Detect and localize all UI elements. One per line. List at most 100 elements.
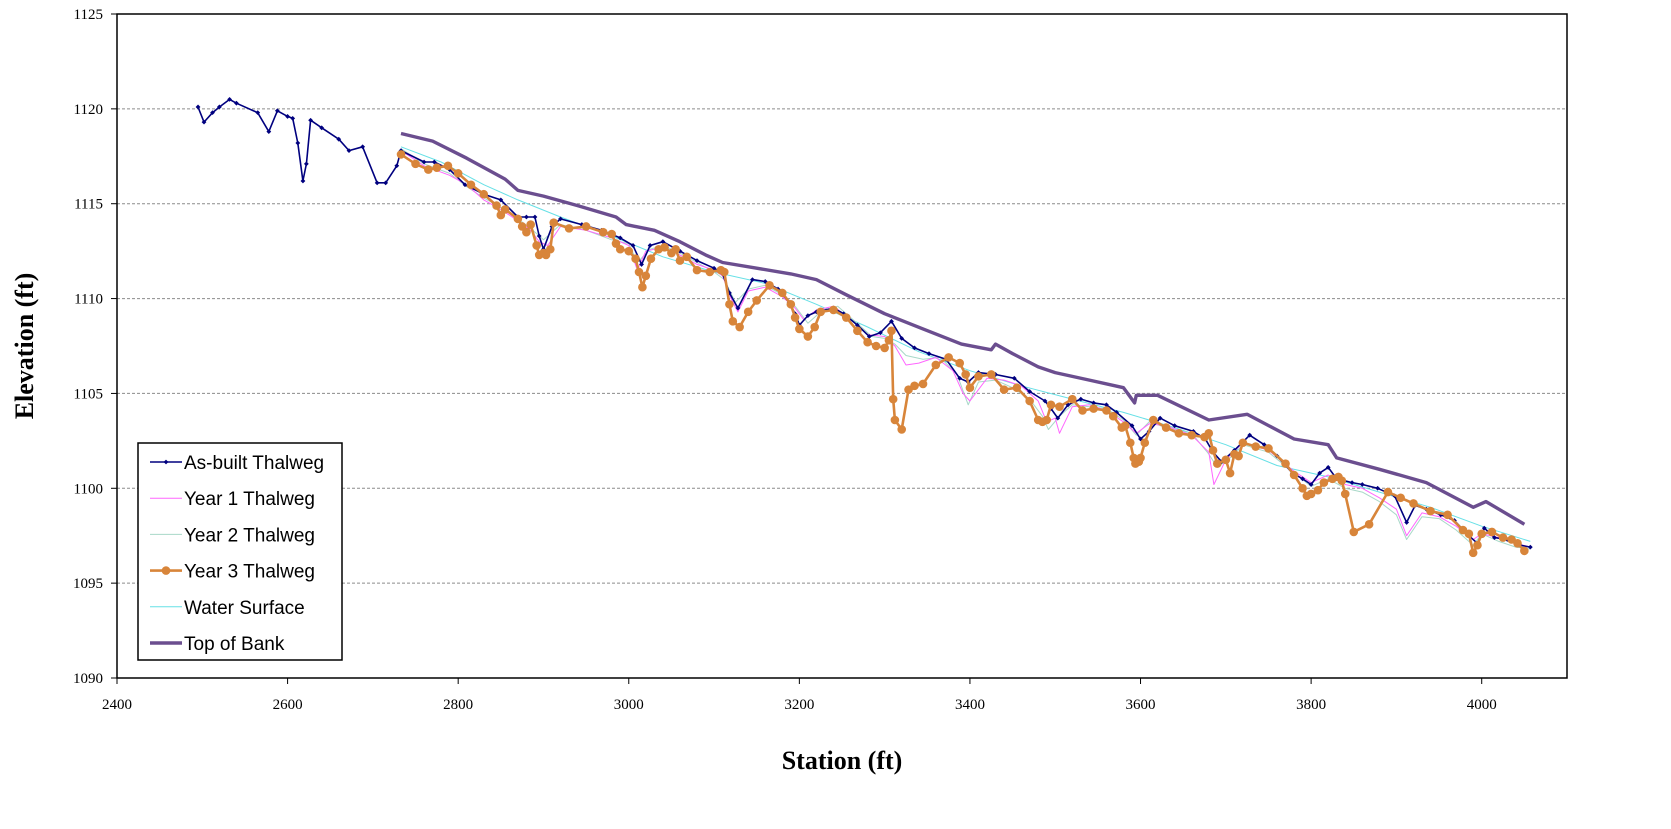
year-3-thalweg-point	[443, 161, 453, 171]
year-3-thalweg-point	[646, 254, 656, 264]
x-tick-label: 3200	[784, 697, 814, 713]
year-1-thalweg-series	[400, 150, 1531, 548]
year-3-thalweg-point	[1313, 485, 1323, 495]
as-built-thalweg-point	[201, 119, 207, 125]
year-3-thalweg-point	[1120, 421, 1130, 430]
as-built-thalweg-point	[210, 110, 215, 116]
as-built-thalweg-point	[319, 125, 325, 131]
as-built-thalweg-point	[899, 336, 905, 341]
y-tick-label: 1090	[73, 671, 103, 687]
as-built-thalweg-point	[805, 313, 811, 319]
as-built-thalweg-point	[255, 110, 261, 116]
x-axis-title: Station (ft)	[782, 746, 903, 775]
x-tick-label: 2800	[443, 697, 473, 713]
year-3-thalweg-point	[735, 322, 744, 332]
legend-item-year-3-thalweg: Year 3 Thalweg	[150, 562, 315, 583]
year-3-thalweg-point	[1520, 546, 1529, 556]
as-built-thalweg-point	[308, 117, 314, 123]
year-3-thalweg-point	[1477, 529, 1487, 539]
year-3-thalweg-point	[500, 205, 510, 214]
year-3-thalweg-point	[725, 299, 734, 309]
as-built-thalweg-point	[295, 140, 301, 146]
as-built-thalweg-point	[617, 235, 623, 241]
year-3-thalweg-point	[1383, 487, 1393, 497]
year-3-thalweg-point	[1025, 396, 1034, 406]
year-3-thalweg-point	[660, 243, 669, 252]
year-3-thalweg-point	[1102, 406, 1111, 415]
year-3-thalweg-point	[816, 307, 825, 317]
as-built-thalweg-point	[290, 115, 296, 121]
as-built-thalweg-point	[1078, 396, 1084, 402]
year-3-thalweg-point	[396, 150, 406, 159]
year-3-thalweg-point	[1204, 428, 1214, 438]
year-3-thalweg-point	[692, 265, 702, 275]
y-tick-label: 1110	[74, 292, 103, 308]
year-3-thalweg-point	[615, 244, 625, 254]
legend-item-top-of-bank: Top of Bank	[150, 634, 285, 655]
year-3-thalweg-point	[719, 267, 729, 277]
year-2-thalweg-line	[400, 148, 1531, 550]
top-of-bank-line	[400, 131, 1526, 526]
year-3-thalweg-point	[631, 254, 640, 264]
year-3-thalweg-point	[453, 169, 463, 178]
year-3-thalweg-point	[532, 241, 541, 250]
year-3-thalweg-point	[1468, 548, 1478, 558]
as-built-thalweg-point	[1359, 482, 1365, 487]
year-3-thalweg-point	[1136, 453, 1145, 463]
year-3-thalweg-point	[682, 252, 692, 262]
year-3-thalweg-point	[897, 425, 907, 434]
year-3-thalweg-point	[1012, 383, 1022, 393]
year-3-thalweg-point	[752, 296, 762, 305]
as-built-thalweg-point	[346, 148, 352, 153]
year-3-thalweg-point	[974, 372, 983, 381]
x-tick-label: 3600	[1126, 697, 1156, 713]
year-3-thalweg-point	[564, 224, 574, 233]
year-3-thalweg-point	[1212, 459, 1222, 468]
as-built-thalweg-point	[957, 375, 963, 381]
year-3-thalweg-point	[1042, 415, 1052, 425]
year-3-thalweg-point	[1161, 423, 1171, 432]
as-built-thalweg-point	[1129, 423, 1135, 429]
year-3-thalweg-point	[1089, 404, 1098, 413]
as-built-thalweg-point	[524, 214, 529, 220]
as-built-thalweg-point	[462, 182, 468, 188]
year-3-thalweg-point	[887, 326, 896, 336]
year-3-thalweg-point	[1513, 539, 1522, 548]
year-3-thalweg-point	[1487, 527, 1497, 537]
as-built-thalweg-point	[1042, 398, 1048, 404]
year-3-thalweg-point	[549, 218, 559, 227]
year-3-thalweg-point	[765, 280, 774, 290]
as-built-thalweg-point	[1114, 410, 1120, 415]
year-3-thalweg-point	[790, 313, 800, 322]
year-3-thalweg-point	[492, 201, 501, 210]
gridlines	[117, 108, 1567, 584]
as-built-thalweg-point	[300, 178, 306, 184]
year-3-thalweg-point	[1364, 520, 1374, 529]
y-tick-label: 1095	[73, 576, 103, 592]
year-3-thalweg-series	[396, 150, 1529, 558]
as-built-thalweg-point	[374, 180, 380, 186]
as-built-thalweg-point	[1261, 442, 1267, 448]
as-built-thalweg-point	[854, 322, 860, 328]
as-built-thalweg-point	[694, 258, 700, 264]
year-3-thalweg-point	[1251, 442, 1260, 451]
as-built-thalweg-point	[195, 104, 201, 110]
year-3-thalweg-point	[1396, 493, 1405, 503]
year-3-thalweg-point	[638, 282, 647, 292]
x-tick-label: 3000	[614, 697, 644, 713]
year-3-thalweg-point	[1067, 394, 1077, 404]
legend: As-built Thalweg Year 1 Thalweg Year 2 Tha…	[137, 442, 343, 661]
as-built-thalweg-point	[630, 243, 636, 248]
y-tick-label: 1115	[74, 197, 103, 213]
year-3-thalweg-point	[1078, 406, 1087, 415]
year-3-thalweg-point	[1140, 438, 1150, 448]
year-3-thalweg-point	[777, 288, 787, 298]
year-3-thalweg-point	[1149, 415, 1158, 425]
legend-label: Year 2 Thalweg	[184, 525, 315, 546]
year-3-thalweg-point	[884, 336, 894, 345]
year-3-thalweg-point	[965, 383, 975, 393]
y-tick-label: 1105	[74, 386, 103, 402]
year-3-thalweg-point	[1349, 527, 1359, 537]
as-built-thalweg-point	[498, 197, 504, 203]
